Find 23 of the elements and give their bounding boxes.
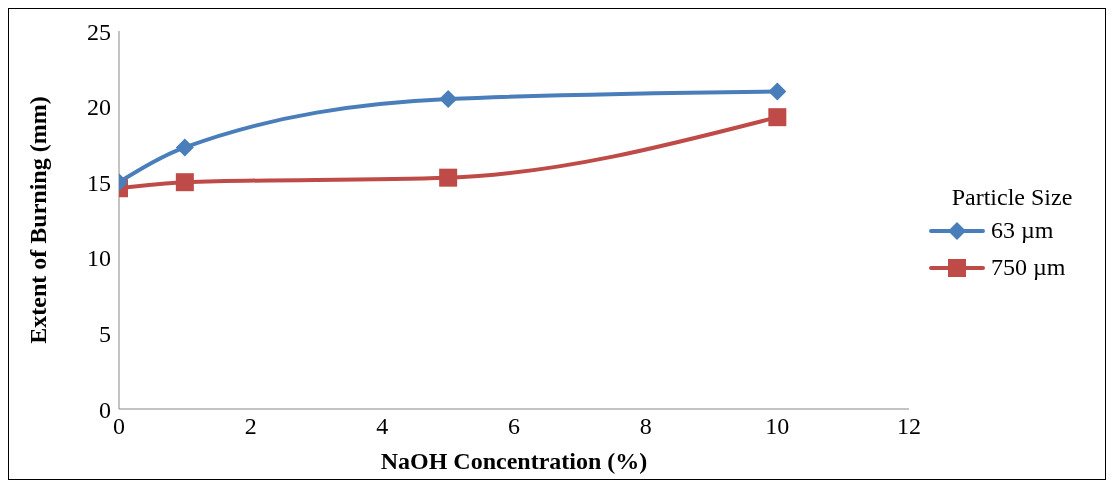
point [175,173,194,192]
y-tick-label: 5 [99,320,111,347]
point [439,90,458,109]
x-tick-label: 6 [508,413,520,440]
point [439,168,458,187]
x-tick-label: 12 [897,413,921,440]
legend-title: Particle Size [950,184,1074,211]
y-tick-label: 20 [87,94,111,121]
x-tick-label: 2 [244,413,257,440]
x-tick-label: 10 [765,413,790,440]
point [768,82,787,101]
x-axis-title: NaOH Concentration (%) [380,448,648,474]
legend-label: 63 µm [991,217,1054,244]
y-tick-label: 10 [87,245,111,272]
y-tick-label: 25 [87,18,111,45]
y-axis-title: Extent of Burning (mm) [24,96,51,344]
x-tick-label: 8 [639,413,652,440]
x-tick-label: 4 [376,413,389,440]
y-tick-label: 0 [99,396,111,423]
point [175,138,194,157]
point [768,108,787,127]
legend-label: 750 µm [991,254,1066,281]
y-tick-label: 15 [87,169,111,196]
